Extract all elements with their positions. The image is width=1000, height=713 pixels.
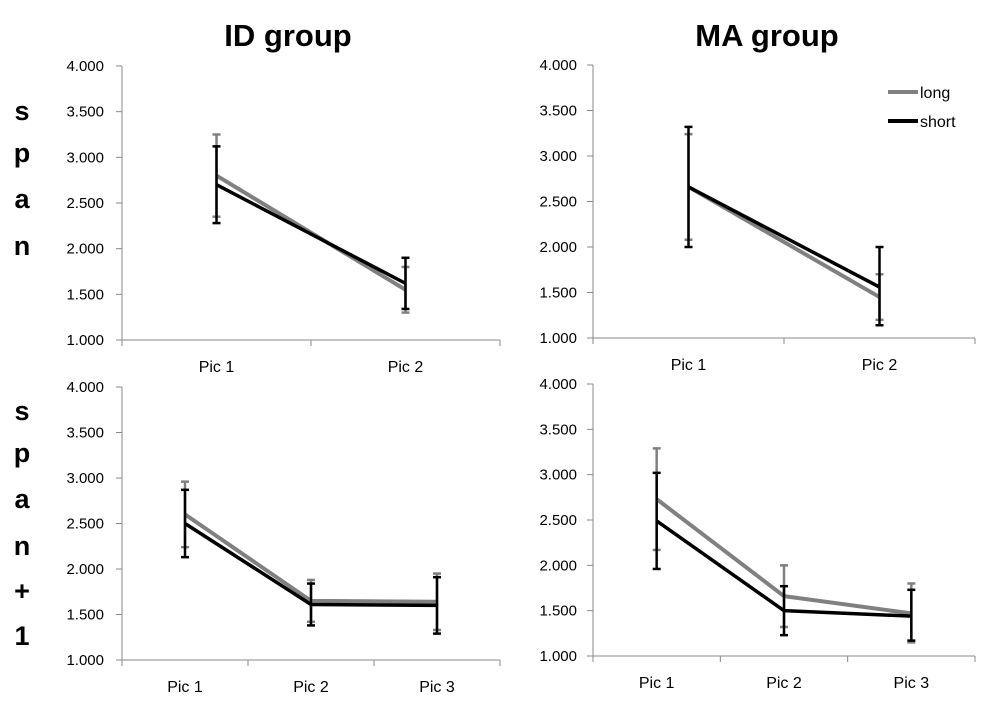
y-tick-label: 2.500: [66, 516, 104, 533]
x-tick-label: Pic 2: [862, 357, 898, 374]
row-letter: s: [14, 96, 29, 126]
x-tick-label: Pic 2: [388, 359, 424, 376]
y-tick-label: 3.500: [539, 103, 577, 120]
chart-panel-id-span-plus-1: 1.000 1.500 2.000 2.500 3.000 3.500 4.000 Pic 1…: [66, 379, 501, 696]
y-tick-label: 3.500: [539, 421, 577, 438]
y-tick-label: 3.000: [539, 148, 577, 165]
y-tick-label: 2.000: [66, 561, 104, 578]
y-tick-label: 2.000: [539, 557, 577, 574]
chart-panel-ma-span-plus-1: 1.000 1.500 2.000 2.500 3.000 3.500 4.000 Pic 1…: [539, 376, 976, 692]
y-tick-label: 2.500: [66, 195, 104, 212]
row-letter: p: [14, 138, 31, 168]
column-title-id-group: ID group: [224, 18, 351, 53]
x-tick-label: Pic 2: [293, 679, 329, 696]
row-letter: p: [14, 438, 31, 468]
row-letter: 1: [14, 621, 29, 651]
y-tick-label: 1.000: [66, 332, 104, 349]
y-tick-label: 1.000: [66, 652, 104, 669]
y-tick-label: 2.000: [539, 239, 577, 256]
row-letter: s: [14, 396, 29, 426]
y-tick-label: 2.500: [539, 512, 577, 529]
row-label-span: s p a n: [14, 96, 31, 261]
y-tick-label: 1.500: [539, 285, 577, 302]
x-tick-label: Pic 1: [167, 679, 203, 696]
column-title-ma-group: MA group: [695, 18, 838, 53]
row-letter: a: [14, 484, 30, 514]
y-tick-label: 3.000: [66, 470, 104, 487]
row-letter: +: [14, 576, 30, 606]
x-tick-label: Pic 1: [199, 359, 235, 376]
y-tick-label: 1.000: [539, 648, 577, 665]
chart-panel-ma-span: 1.000 1.500 2.000 2.500 3.000 3.500 4.000 Pic 1…: [539, 57, 976, 374]
y-tick-label: 2.000: [66, 241, 104, 258]
row-label-span-plus-1: s p a n + 1: [14, 396, 31, 651]
y-tick-label: 3.500: [66, 425, 104, 442]
legend-label-short: short: [920, 114, 956, 131]
chart-panel-id-span: 1.000 1.500 2.000 2.500 3.000 3.500 4.000 Pic 1…: [66, 58, 501, 376]
series-line-short: [215, 183, 407, 285]
y-tick-label: 4.000: [66, 58, 104, 75]
row-letter: n: [14, 531, 31, 561]
y-tick-label: 1.500: [539, 603, 577, 620]
series-line-short: [687, 185, 881, 289]
y-tick-label: 1.000: [539, 330, 577, 347]
y-tick-label: 4.000: [539, 376, 577, 393]
y-tick-label: 1.500: [66, 607, 104, 624]
x-tick-label: Pic 1: [671, 357, 707, 374]
y-tick-label: 3.000: [539, 467, 577, 484]
y-tick-label: 3.000: [66, 149, 104, 166]
y-tick-label: 1.500: [66, 286, 104, 303]
row-letter: n: [14, 231, 31, 261]
x-tick-label: Pic 1: [639, 675, 675, 692]
legend-label-long: long: [920, 85, 950, 102]
x-tick-label: Pic 3: [419, 679, 455, 696]
x-tick-label: Pic 3: [894, 675, 930, 692]
x-tick-label: Pic 2: [766, 675, 802, 692]
y-tick-label: 2.500: [539, 194, 577, 211]
y-tick-label: 4.000: [539, 57, 577, 74]
row-letter: a: [14, 184, 30, 214]
y-tick-label: 3.500: [66, 104, 104, 121]
y-tick-label: 4.000: [66, 379, 104, 396]
